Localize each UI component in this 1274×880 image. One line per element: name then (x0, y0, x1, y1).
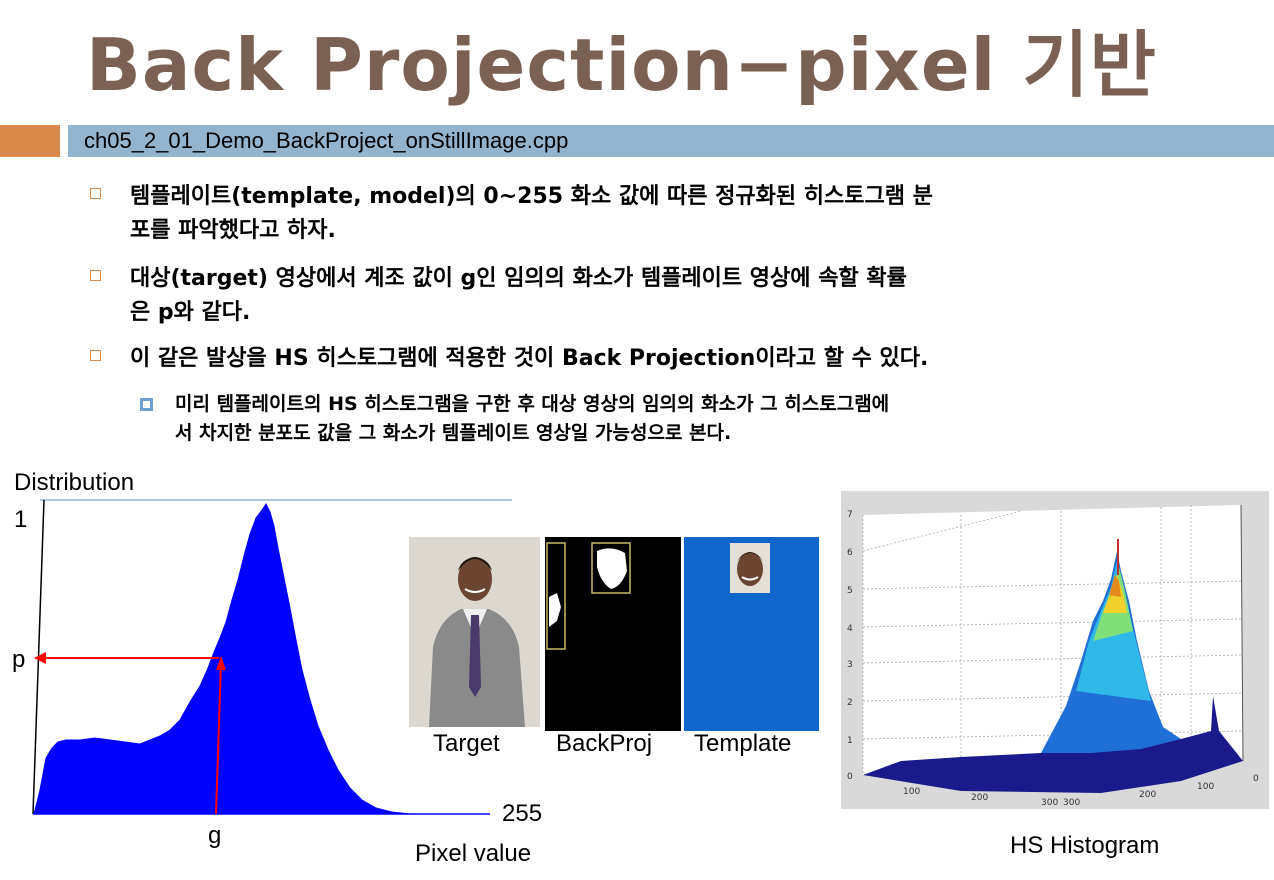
hs-histogram-plot: 7 6 5 4 3 2 1 0 100 200 300 300 200 100 … (841, 491, 1269, 809)
accent-bar (0, 125, 60, 157)
svg-text:0: 0 (847, 772, 853, 782)
hs-surface-base (863, 696, 1243, 793)
bullet-1: 템플레이트(template, model)의 0~255 화소 값에 따른 정… (90, 180, 933, 248)
hs-z-tick-labels: 7 6 5 4 3 2 1 0 (847, 510, 853, 782)
g-label: g (208, 822, 222, 849)
svg-text:300: 300 (1063, 798, 1080, 808)
bullet-2-line2: 은 p와 같다. (130, 300, 251, 325)
p-label: p (12, 646, 26, 673)
g-arrow-head (216, 656, 226, 670)
backproj-image (545, 537, 681, 731)
template-caption: Template (694, 730, 792, 757)
bullet-2: 대상(target) 영상에서 계조 값이 g인 임의의 화소가 템플레이트 영… (90, 262, 907, 330)
g-arrow-line (215, 661, 222, 815)
bullet-square-icon (90, 270, 101, 281)
svg-text:1: 1 (847, 736, 853, 746)
svg-text:200: 200 (971, 793, 988, 803)
sub-bullet-line1: 미리 템플레이트의 HS 히스토그램을 구한 후 대상 영상의 임의의 화소가 … (175, 393, 890, 415)
bullet-square-icon (90, 188, 101, 199)
sub-bullet-line2: 서 차지한 분포도 값을 그 화소가 템플레이트 영상일 가능성으로 본다. (175, 422, 732, 444)
svg-text:0: 0 (1253, 774, 1259, 784)
bullet-3: 이 같은 발상을 HS 히스토그램에 적용한 것이 Back Projectio… (90, 342, 929, 376)
hs-histogram-caption: HS Histogram (1010, 832, 1160, 859)
target-image (409, 537, 540, 727)
bullet-square-icon (90, 350, 101, 361)
p-arrow-head (34, 652, 46, 664)
sub-bullet: 미리 템플레이트의 HS 히스토그램을 구한 후 대상 영상의 임의의 화소가 … (140, 390, 890, 448)
svg-text:4: 4 (847, 624, 853, 634)
svg-text:5: 5 (847, 586, 853, 596)
template-image (684, 537, 819, 731)
svg-text:300: 300 (1041, 798, 1058, 808)
x-end-label: 255 (502, 800, 543, 827)
bullet-1-line1: 템플레이트(template, model)의 0~255 화소 값에 따른 정… (130, 184, 933, 209)
hs-y-tick-labels: 300 200 100 0 (1063, 774, 1259, 808)
y-top-label: 1 (14, 506, 28, 533)
bullet-1-line2: 포를 파악했다고 하자. (130, 218, 336, 243)
svg-text:7: 7 (847, 510, 853, 520)
page-title: Back Projection−pixel 기반 (86, 23, 1157, 107)
histogram-area (33, 503, 440, 815)
svg-text:3: 3 (847, 660, 853, 670)
x-axis-label: Pixel value (415, 840, 532, 867)
svg-text:100: 100 (1197, 782, 1214, 792)
svg-text:6: 6 (847, 548, 853, 558)
svg-text:200: 200 (1139, 790, 1156, 800)
bullet-2-line1: 대상(target) 영상에서 계조 값이 g인 임의의 화소가 템플레이트 영… (130, 266, 907, 291)
backproj-caption: BackProj (556, 730, 653, 757)
target-caption: Target (433, 730, 500, 757)
bullet-3-line1: 이 같은 발상을 HS 히스토그램에 적용한 것이 Back Projectio… (130, 346, 929, 371)
svg-text:2: 2 (847, 698, 853, 708)
distribution-diagram (32, 499, 512, 815)
sub-bullet-square-icon (140, 398, 153, 411)
distribution-label: Distribution (14, 469, 135, 496)
svg-text:100: 100 (903, 787, 920, 797)
filename-label: ch05_2_01_Demo_BackProject_onStillImage.… (84, 128, 569, 153)
filename-bar (68, 125, 1274, 157)
hs-x-tick-labels: 100 200 300 (903, 787, 1058, 808)
